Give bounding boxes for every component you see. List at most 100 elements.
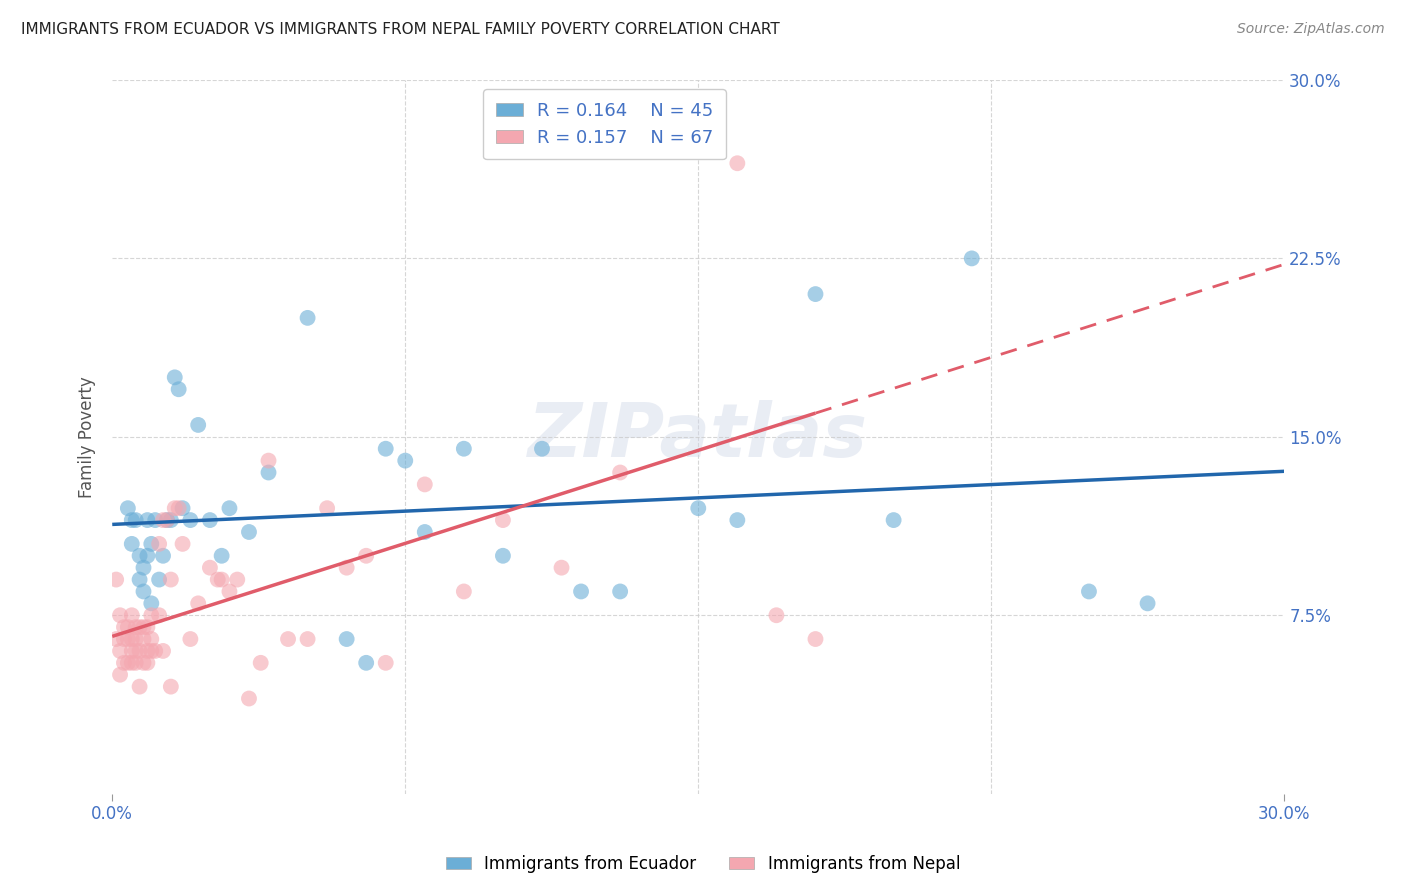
Point [125,656,148,670]
Point [136,620,159,634]
Point [121,537,143,551]
Point [117,501,139,516]
Point [804,287,827,301]
Point [108,608,131,623]
Point [121,632,143,646]
Point [569,584,592,599]
Point [121,608,143,623]
Point [354,549,377,563]
Point [136,513,159,527]
Point [179,513,201,527]
Point [128,549,150,563]
Point [187,596,209,610]
Point [105,632,128,646]
Point [148,537,170,551]
Point [163,370,186,384]
Point [688,145,710,159]
Text: Source: ZipAtlas.com: Source: ZipAtlas.com [1237,22,1385,37]
Point [725,513,748,527]
Point [128,573,150,587]
Point [148,573,170,587]
Point [226,573,249,587]
Point [198,513,221,527]
Text: ZIPatlas: ZIPatlas [529,401,869,474]
Point [550,560,572,574]
Point [374,656,396,670]
Point [148,608,170,623]
Point [257,453,280,467]
Point [136,549,159,563]
Point [136,644,159,658]
Point [105,573,128,587]
Point [125,620,148,634]
Point [121,656,143,670]
Point [167,501,190,516]
Point [117,656,139,670]
Point [336,632,359,646]
Point [211,549,233,563]
Point [211,573,233,587]
Point [172,501,194,516]
Point [297,632,319,646]
Point [125,644,148,658]
Point [141,644,163,658]
Point [765,608,787,623]
Point [121,644,143,658]
Point [374,442,396,456]
Point [160,680,183,694]
Point [492,513,515,527]
Point [128,680,150,694]
Point [117,620,139,634]
Point [688,501,710,516]
Point [141,608,163,623]
Point [316,501,339,516]
Point [238,691,260,706]
Point [125,513,148,527]
Point [354,656,377,670]
Point [112,656,135,670]
Point [218,501,240,516]
Point [207,573,229,587]
Point [883,513,905,527]
Text: IMMIGRANTS FROM ECUADOR VS IMMIGRANTS FROM NEPAL FAMILY POVERTY CORRELATION CHAR: IMMIGRANTS FROM ECUADOR VS IMMIGRANTS FR… [21,22,780,37]
Point [297,310,319,325]
Point [492,549,515,563]
Point [609,584,631,599]
Point [143,513,166,527]
Y-axis label: Family Poverty: Family Poverty [79,376,96,498]
Point [141,537,163,551]
Point [198,560,221,574]
Point [530,442,553,456]
Point [128,620,150,634]
Point [238,524,260,539]
Point [453,584,475,599]
Point [163,501,186,516]
Point [156,513,179,527]
Point [336,560,359,574]
Point [1078,584,1101,599]
Point [132,584,155,599]
Point [960,252,983,266]
Point [609,466,631,480]
Point [725,156,748,170]
Point [218,584,240,599]
Point [257,466,280,480]
Point [152,549,174,563]
Point [167,382,190,396]
Point [152,513,174,527]
Point [156,513,179,527]
Point [152,644,174,658]
Point [1136,596,1159,610]
Point [413,524,436,539]
Point [125,632,148,646]
Point [277,632,299,646]
Point [143,644,166,658]
Point [160,513,183,527]
Point [132,620,155,634]
Point [128,644,150,658]
Point [132,656,155,670]
Point [141,596,163,610]
Point [394,453,416,467]
Point [160,573,183,587]
Point [121,513,143,527]
